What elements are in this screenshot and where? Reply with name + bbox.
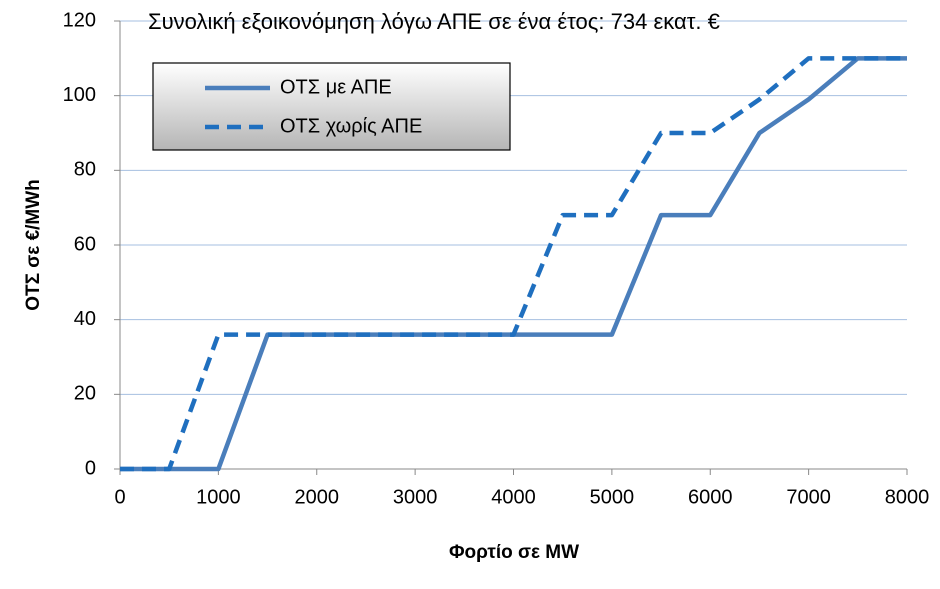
legend-label: ΟΤΣ χωρίς ΑΠΕ bbox=[280, 115, 422, 137]
x-tick-label: 0 bbox=[114, 486, 125, 508]
x-tick-label: 3000 bbox=[393, 486, 438, 508]
x-axis-label: Φορτίο σε MW bbox=[449, 542, 579, 563]
legend-label: ΟΤΣ με ΑΠΕ bbox=[280, 76, 392, 98]
x-tick-label: 8000 bbox=[885, 486, 930, 508]
x-tick-label: 1000 bbox=[196, 486, 241, 508]
y-tick-label: 120 bbox=[63, 9, 96, 31]
x-tick-label: 4000 bbox=[491, 486, 536, 508]
y-axis-label: ΟΤΣ σε €/MWh bbox=[23, 179, 44, 311]
y-tick-label: 0 bbox=[85, 457, 96, 479]
y-tick-label: 100 bbox=[63, 84, 96, 106]
y-tick-label: 60 bbox=[74, 233, 96, 255]
x-tick-label: 5000 bbox=[590, 486, 635, 508]
legend-box bbox=[152, 62, 511, 151]
x-tick-label: 2000 bbox=[295, 486, 340, 508]
y-tick-label: 80 bbox=[74, 159, 96, 181]
y-tick-label: 40 bbox=[74, 308, 96, 330]
x-tick-label: 7000 bbox=[786, 486, 831, 508]
y-tick-label: 20 bbox=[74, 383, 96, 405]
chart-title: Συνολική εξοικονόμηση λόγω ΑΠΕ σε ένα έτ… bbox=[148, 9, 720, 34]
line-series bbox=[120, 56, 907, 472]
x-tick-label: 6000 bbox=[688, 486, 733, 508]
